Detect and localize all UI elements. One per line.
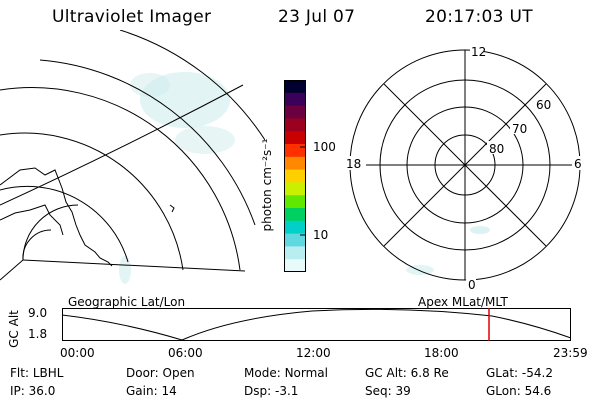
time-tick-1800: 18:00 xyxy=(424,346,459,360)
colorbar-band xyxy=(284,195,306,209)
image-time: 20:17:03 UT xyxy=(425,7,533,27)
colorbar-band xyxy=(284,80,306,94)
colorbar-band xyxy=(284,144,306,158)
colorbar-band xyxy=(284,105,306,119)
altitude-tick-1-8: 1.8 xyxy=(28,327,48,341)
colorbar-band xyxy=(284,246,306,260)
colorbar-band xyxy=(284,220,306,235)
aurora-emission-polar xyxy=(406,226,490,275)
status-glat: GLat: -54.2 xyxy=(486,366,553,380)
mlt-label-12: 12 xyxy=(471,45,486,59)
colorbar-band xyxy=(284,156,306,171)
altitude-strip-plot xyxy=(62,308,572,341)
mlt-label-0: 0 xyxy=(468,278,476,292)
geographic-map-panel xyxy=(0,30,265,284)
colorbar-unit: photon cm⁻²s⁻¹ xyxy=(260,138,274,232)
lat-label-60: 60 xyxy=(536,98,551,112)
status-ip: IP: 36.0 xyxy=(10,384,56,398)
status-flt: Flt: LBHL xyxy=(10,366,64,380)
status-gain: Gain: 14 xyxy=(126,384,177,398)
status-gc-alt: GC Alt: 6.8 Re xyxy=(365,366,449,380)
status-dsp: Dsp: -3.1 xyxy=(244,384,299,398)
image-date: 23 Jul 07 xyxy=(278,7,356,27)
time-tick-1200: 12:00 xyxy=(296,346,331,360)
colorbar-band xyxy=(284,233,306,247)
colorbar-tick-100: 100 xyxy=(313,140,336,154)
mlt-label-6: 6 xyxy=(574,157,582,171)
mlt-label-18: 18 xyxy=(346,157,361,171)
status-mode: Mode: Normal xyxy=(244,366,328,380)
polar-grid xyxy=(349,49,581,281)
latitude-grid xyxy=(0,30,265,281)
lat-label-80: 80 xyxy=(489,142,504,156)
lat-label-70: 70 xyxy=(512,122,527,136)
colorbar-band xyxy=(284,118,306,132)
aurora-emission-geo xyxy=(119,72,235,284)
status-glon: GLon: 54.6 xyxy=(486,384,552,398)
colorbar-tick-10: 10 xyxy=(313,228,329,242)
altitude-tick-9: 9.0 xyxy=(28,306,48,320)
time-tick-0600: 06:00 xyxy=(168,346,203,360)
time-tick-2359: 23:59 xyxy=(553,346,588,360)
colorbar-band xyxy=(284,92,306,107)
instrument-title: Ultraviolet Imager xyxy=(52,7,212,27)
colorbar-band xyxy=(284,182,306,196)
time-tick-0000: 00:00 xyxy=(60,346,95,360)
status-seq: Seq: 39 xyxy=(365,384,411,398)
altitude-axis-label: GC Alt xyxy=(7,310,21,348)
colorbar-band xyxy=(284,169,306,183)
geographic-panel-label: Geographic Lat/Lon xyxy=(68,295,186,309)
apex-polar-plot: 12 18 6 0 60 70 80 xyxy=(344,45,584,292)
status-door: Door: Open xyxy=(126,366,195,380)
colorbar-band xyxy=(284,208,306,222)
colorbar-band xyxy=(284,259,306,272)
apex-panel-label: Apex MLat/MLT xyxy=(418,295,508,309)
intensity-colorbar xyxy=(284,80,306,272)
colorbar-band xyxy=(284,131,306,145)
coastline xyxy=(0,167,175,267)
